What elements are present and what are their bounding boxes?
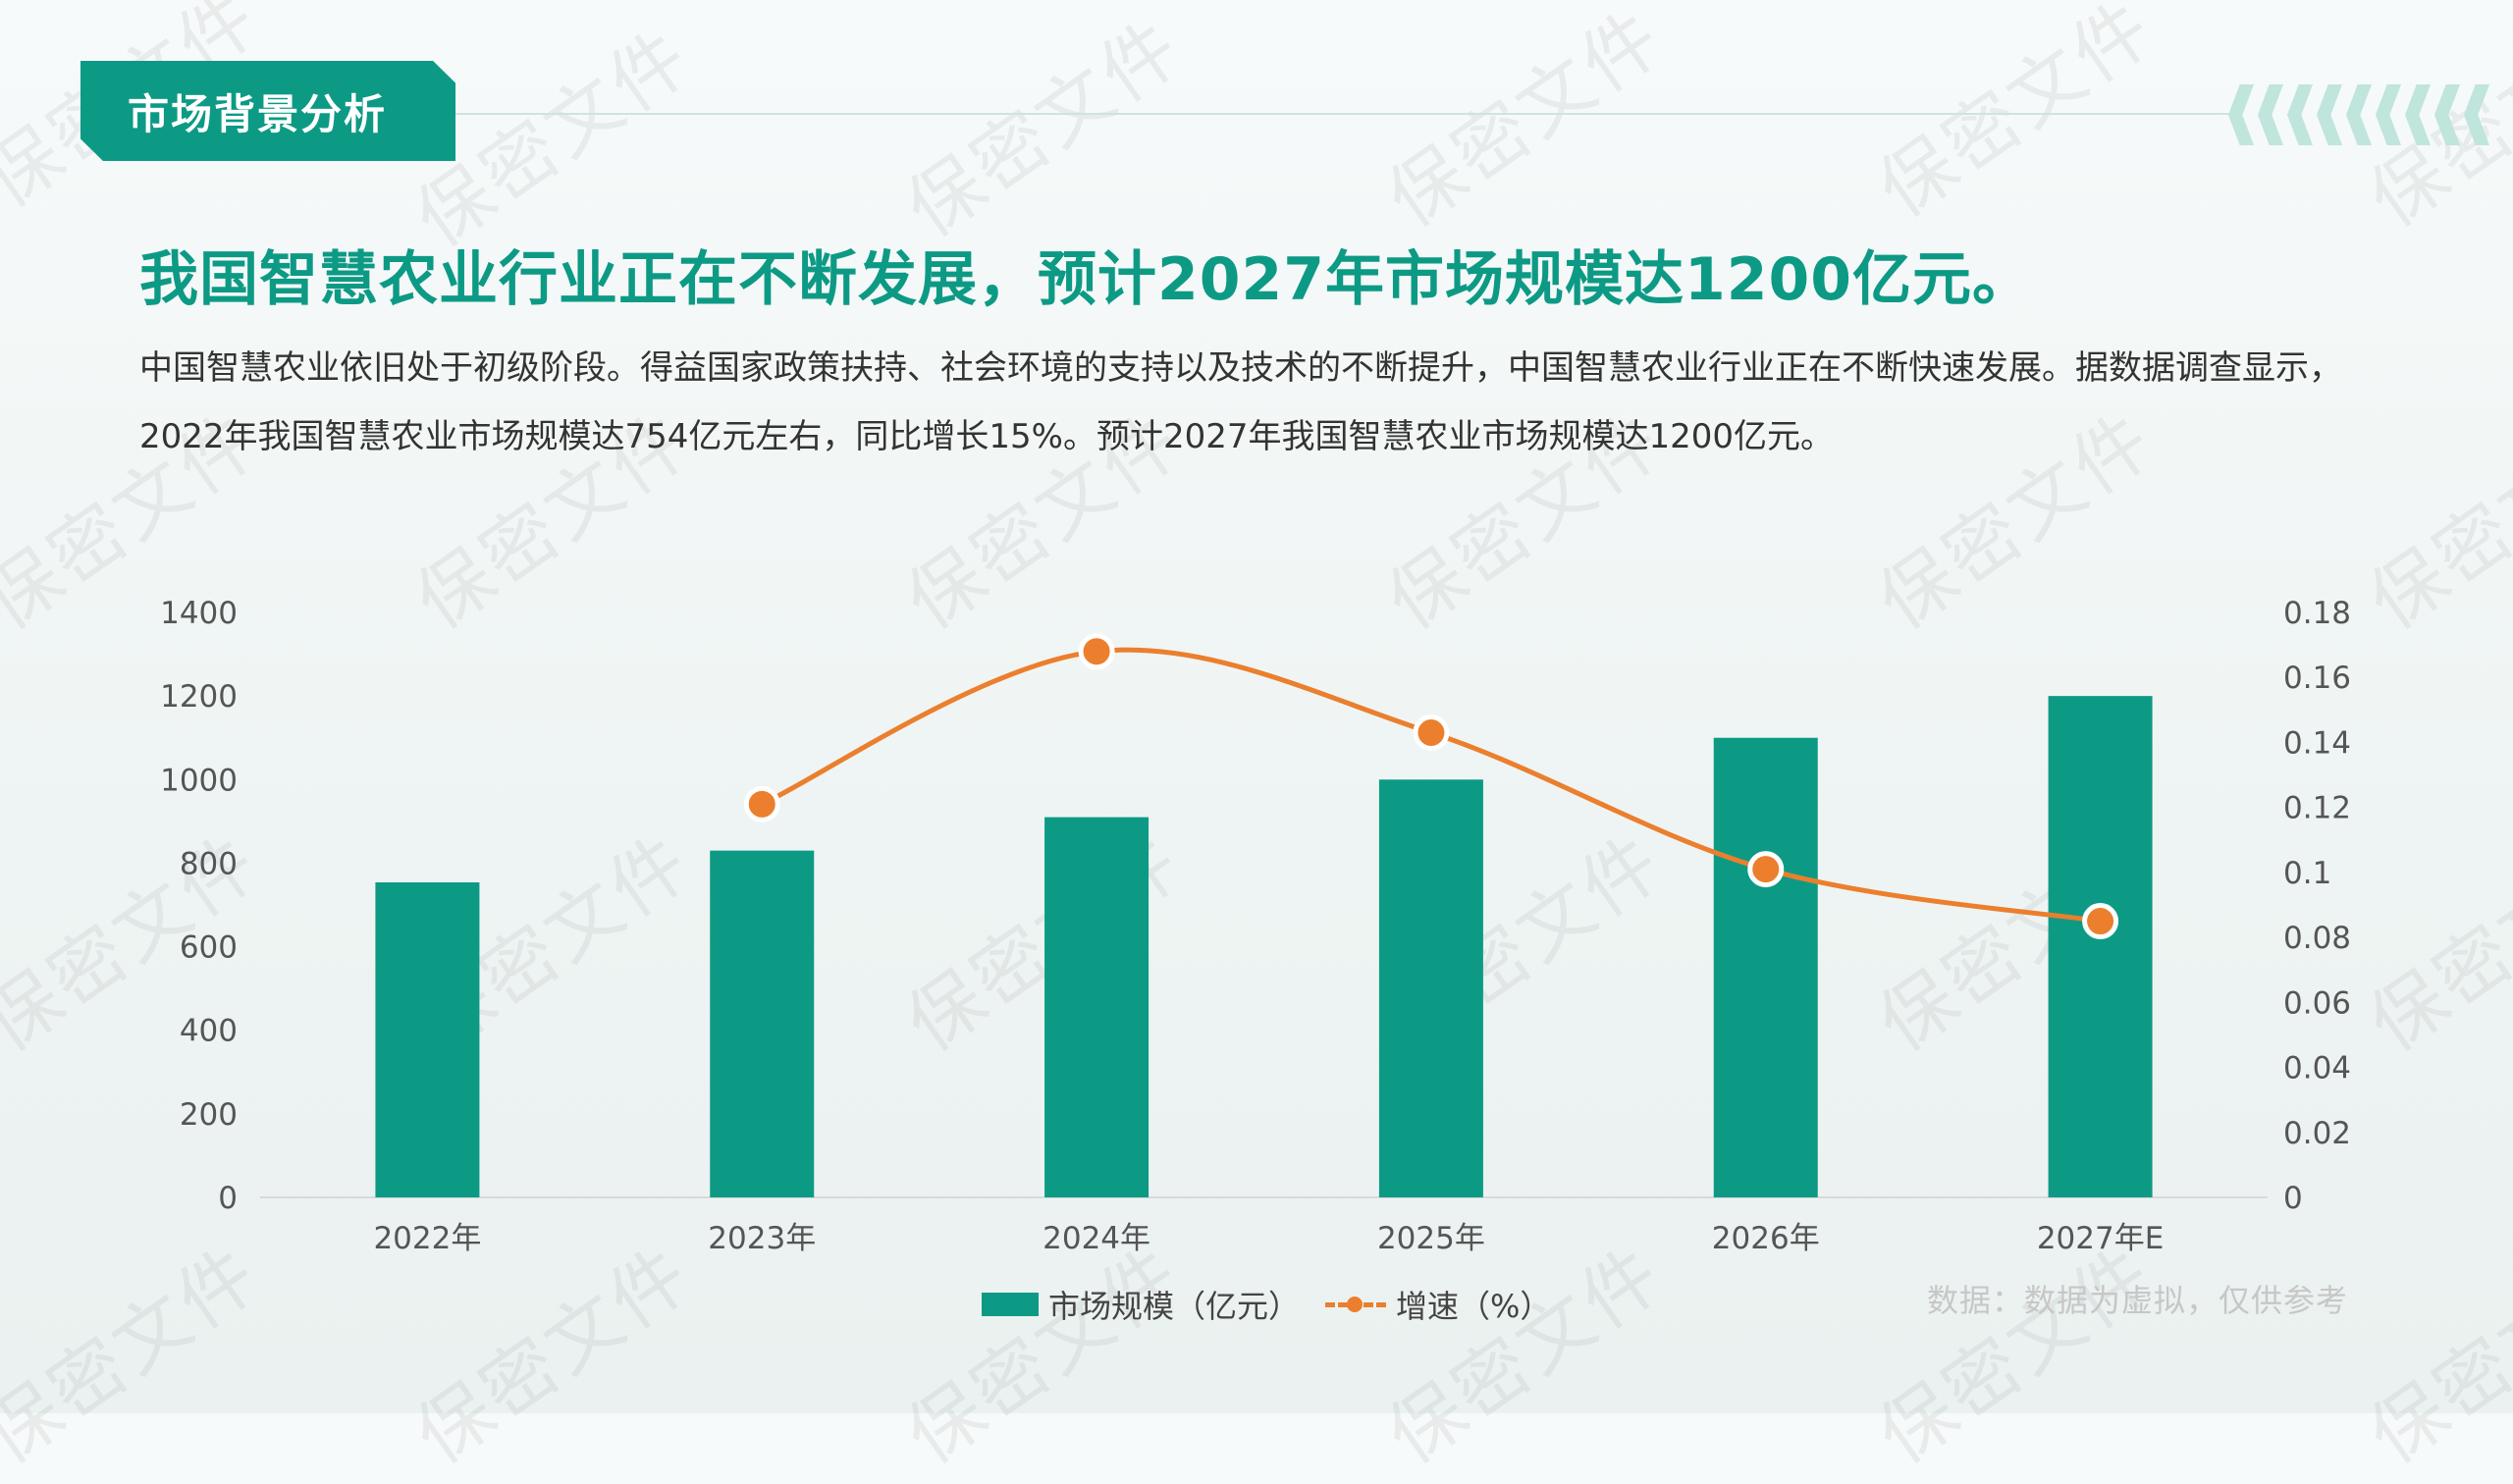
chevron-decoration-icon bbox=[2228, 82, 2513, 147]
source-note: 数据：数据为虚拟，仅供参考 bbox=[1926, 1282, 2348, 1319]
header-divider bbox=[455, 113, 2242, 115]
left-axis-tick-label: 800 bbox=[180, 846, 238, 881]
chart-area: 0 200 400 600 800 1000 1200 1400 0 0.02 0.04 0.06 0.… bbox=[160, 596, 2351, 1256]
section-tag-label: 市场背景分析 bbox=[128, 89, 388, 138]
x-axis-tick-label: 2023年 bbox=[708, 1221, 816, 1256]
right-axis-tick-label: 0.18 bbox=[2283, 596, 2351, 631]
bar-market-size bbox=[375, 882, 480, 1197]
left-axis-tick-label: 400 bbox=[180, 1014, 238, 1049]
legend-label-line: 增速（%） bbox=[1396, 1288, 1552, 1325]
combo-chart: 0 200 400 600 800 1000 1200 1400 0 0.02 0.04 0.06 0.… bbox=[160, 596, 2351, 1256]
left-axis-tick-label: 1200 bbox=[160, 679, 238, 715]
left-axis-tick-label: 1400 bbox=[160, 596, 238, 631]
x-axis-tick-label: 2024年 bbox=[1043, 1221, 1150, 1256]
right-axis-tick-label: 0.04 bbox=[2283, 1051, 2351, 1086]
chart-legend: 市场规模（亿元） 增速（%） bbox=[982, 1282, 1577, 1327]
right-axis-tick-label: 0.12 bbox=[2283, 791, 2351, 826]
left-axis-tick-label: 1000 bbox=[160, 763, 238, 798]
right-axis-tick-label: 0 bbox=[2283, 1181, 2303, 1216]
right-axis-tick-label: 0.08 bbox=[2283, 921, 2351, 956]
legend-bar-swatch bbox=[982, 1293, 1039, 1316]
growth-rate-point bbox=[2082, 903, 2119, 940]
growth-rate-point bbox=[1747, 851, 1785, 888]
x-axis-tick-label: 2027年E bbox=[2037, 1221, 2164, 1256]
bar-market-size bbox=[1713, 737, 1818, 1197]
section-tag: 市场背景分析 bbox=[80, 61, 455, 161]
right-axis-tick-label: 0.1 bbox=[2283, 856, 2331, 891]
right-axis-tick-label: 0.06 bbox=[2283, 985, 2351, 1021]
x-axis-tick-label: 2025年 bbox=[1377, 1221, 1485, 1256]
bar-market-size bbox=[1044, 817, 1150, 1197]
left-axis-tick-label: 200 bbox=[180, 1097, 238, 1133]
bar-market-size bbox=[1378, 779, 1483, 1197]
body-paragraph: 中国智慧农业依旧处于初级阶段。得益国家政策扶持、社会环境的支持以及技术的不断提升… bbox=[139, 348, 2342, 456]
growth-rate-point bbox=[1413, 715, 1450, 752]
bar-market-size bbox=[710, 850, 815, 1197]
legend-item-line: 增速（%） bbox=[1325, 1282, 1551, 1327]
legend-label-bars: 市场规模（亿元） bbox=[1048, 1288, 1301, 1325]
legend-item-bars: 市场规模（亿元） bbox=[982, 1282, 1300, 1327]
growth-rate-point bbox=[743, 785, 780, 822]
right-axis-tick-label: 0.14 bbox=[2283, 725, 2351, 761]
right-axis-tick-label: 0.16 bbox=[2283, 661, 2351, 696]
growth-rate-point bbox=[1078, 633, 1115, 670]
bar-market-size bbox=[2048, 696, 2153, 1197]
x-axis-tick-label: 2022年 bbox=[373, 1221, 481, 1256]
right-axis-tick-label: 0.02 bbox=[2283, 1116, 2351, 1151]
page-headline: 我国智慧农业行业正在不断发展，预计2027年市场规模达1200亿元。 bbox=[139, 245, 2032, 314]
left-axis-tick-label: 600 bbox=[180, 930, 238, 966]
left-axis-tick-label: 0 bbox=[218, 1181, 238, 1216]
x-axis-tick-label: 2026年 bbox=[1712, 1221, 1820, 1256]
legend-line-swatch bbox=[1325, 1293, 1387, 1316]
